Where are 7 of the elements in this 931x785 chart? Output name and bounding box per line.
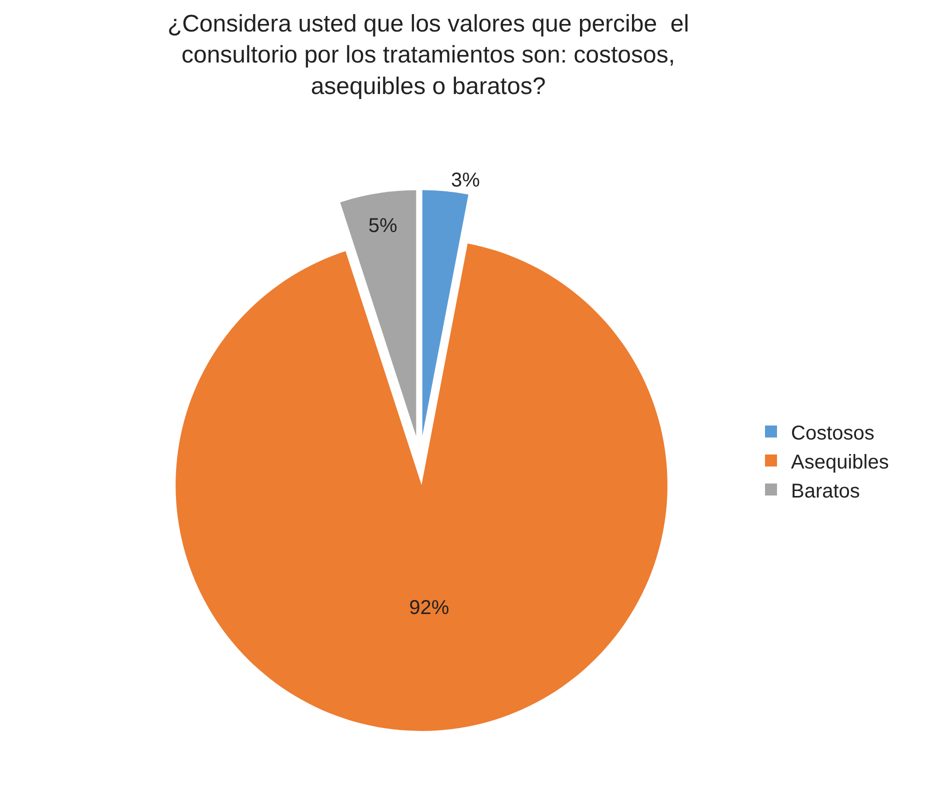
legend-label: Asequibles	[791, 451, 889, 474]
data-label: 5%	[368, 215, 398, 238]
legend-label: Costosos	[791, 422, 874, 444]
legend-label: Baratos	[791, 480, 860, 502]
data-label: 3%	[450, 169, 480, 192]
chart-title: ¿Considera usted que los valores que percibe el consultorio por los tratamientos son: costosos, asequibles o baratos?	[167, 10, 690, 100]
data-label: 92%	[409, 596, 450, 619]
